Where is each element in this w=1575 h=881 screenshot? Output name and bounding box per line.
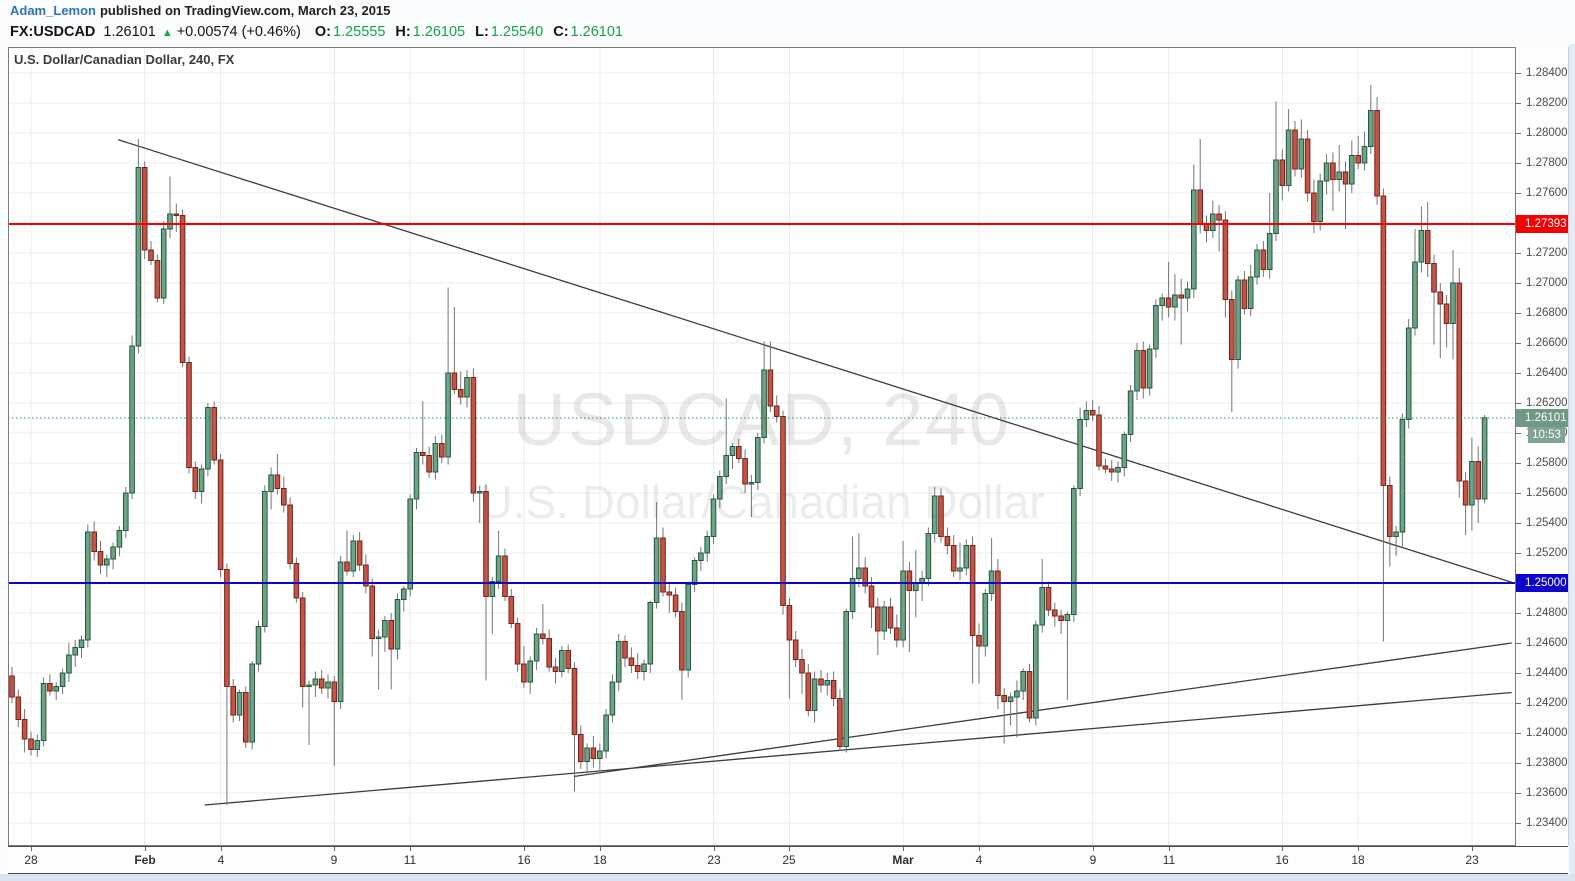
chart-plot-area[interactable]: U.S. Dollar/Canadian Dollar, 240, FX USD… bbox=[8, 47, 1516, 846]
x-axis-label: 18 bbox=[1351, 853, 1365, 867]
x-axis-tick bbox=[221, 847, 222, 851]
x-axis-tick bbox=[1472, 847, 1473, 851]
x-axis-label: 23 bbox=[1465, 853, 1479, 867]
ohlc-high-label: H: bbox=[395, 24, 411, 40]
up-triangle-icon: ▲ bbox=[161, 27, 173, 39]
x-axis-label: 23 bbox=[707, 853, 721, 867]
ohlc-low-value: 1.25540 bbox=[490, 24, 544, 40]
x-axis-label: 4 bbox=[217, 853, 225, 867]
x-axis-label: 11 bbox=[403, 853, 417, 867]
ohlc-open-value: 1.25555 bbox=[332, 24, 386, 40]
y-axis-label: 1.25400 bbox=[1516, 515, 1568, 531]
candlestick-canvas[interactable] bbox=[8, 47, 1516, 846]
y-axis-label: 1.28600 bbox=[1516, 47, 1568, 51]
y-axis-label: 1.23800 bbox=[1516, 755, 1568, 771]
time-axis[interactable]: 28 Feb 4 9 11 16 18 23 25 Mar 4 9 11 16 18 23 bbox=[8, 846, 1568, 874]
price-change: +0.00574 (+0.46%) bbox=[176, 24, 301, 40]
x-axis-tick bbox=[31, 847, 32, 851]
y-axis-label: 1.24200 bbox=[1516, 695, 1568, 711]
x-axis-label: Mar bbox=[892, 853, 914, 867]
last-price-tag: 1.26101 bbox=[1516, 408, 1568, 427]
y-axis-label: 1.26600 bbox=[1516, 335, 1568, 351]
x-axis-tick bbox=[1358, 847, 1359, 851]
x-axis-label: 16 bbox=[1275, 853, 1289, 867]
x-axis-label: 4 bbox=[975, 853, 983, 867]
y-axis-label: 1.24600 bbox=[1516, 635, 1568, 651]
y-axis-label: 1.26800 bbox=[1516, 305, 1568, 321]
y-axis-label: 1.28200 bbox=[1516, 95, 1568, 111]
support-price-tag: 1.25000 bbox=[1516, 574, 1568, 593]
ohlc-high-value: 1.26105 bbox=[412, 24, 466, 40]
y-axis-label: 1.25200 bbox=[1516, 545, 1568, 561]
y-axis-label: 1.23600 bbox=[1516, 785, 1568, 801]
x-axis-tick bbox=[1282, 847, 1283, 851]
ohlc-close-label: C: bbox=[553, 24, 569, 40]
x-axis-tick bbox=[145, 847, 146, 851]
x-axis-tick bbox=[903, 847, 904, 851]
y-axis-label: 1.27800 bbox=[1516, 155, 1568, 171]
bar-countdown-tag: 10:53 bbox=[1528, 426, 1565, 443]
quote-bar: FX:USDCAD 1.26101 ▲ +0.00574 (+0.46%) O: 1.25… bbox=[10, 24, 633, 40]
y-axis-label: 1.26200 bbox=[1516, 395, 1568, 411]
y-axis-label: 1.28000 bbox=[1516, 125, 1568, 141]
x-axis-tick bbox=[714, 847, 715, 851]
x-axis-tick bbox=[1093, 847, 1094, 851]
y-axis-label: 1.25800 bbox=[1516, 455, 1568, 471]
ohlc-open-label: O: bbox=[314, 24, 331, 40]
y-axis-label: 1.25600 bbox=[1516, 485, 1568, 501]
last-price: 1.26101 bbox=[103, 24, 156, 40]
ohlc-low-label: L: bbox=[475, 24, 489, 40]
resistance-price-tag: 1.27393 bbox=[1516, 215, 1568, 234]
y-axis-label: 1.26400 bbox=[1516, 365, 1568, 381]
chart-legend[interactable]: U.S. Dollar/Canadian Dollar, 240, FX bbox=[14, 52, 235, 67]
y-axis-label: 1.28400 bbox=[1516, 65, 1568, 81]
x-axis-tick bbox=[1169, 847, 1170, 851]
y-axis-label: 1.24000 bbox=[1516, 725, 1568, 741]
x-axis-label: 9 bbox=[330, 853, 338, 867]
candlestick-series bbox=[9, 85, 1488, 805]
x-axis-tick bbox=[979, 847, 980, 851]
x-axis-label: 9 bbox=[1089, 853, 1097, 867]
y-axis-label: 1.23400 bbox=[1516, 815, 1568, 831]
x-axis-label: 28 bbox=[24, 853, 38, 867]
y-axis-label: 1.27200 bbox=[1516, 245, 1568, 261]
byline-text: published on TradingView.com, March 23, … bbox=[99, 3, 391, 18]
y-axis-label: 1.27000 bbox=[1516, 275, 1568, 291]
x-axis-label: 16 bbox=[517, 853, 531, 867]
ohlc-close-value: 1.26101 bbox=[570, 24, 623, 40]
x-axis-tick bbox=[524, 847, 525, 851]
author-link[interactable]: Adam_Lemon bbox=[10, 3, 96, 18]
x-axis-label: 25 bbox=[782, 853, 796, 867]
x-axis-label: 18 bbox=[593, 853, 607, 867]
page-margin-bottom bbox=[0, 874, 1575, 881]
y-axis-label: 1.24800 bbox=[1516, 605, 1568, 621]
x-axis-tick bbox=[789, 847, 790, 851]
x-axis-tick bbox=[600, 847, 601, 851]
y-axis-label: 1.24400 bbox=[1516, 665, 1568, 681]
ohlc-readout: O: 1.25555 H: 1.26105 L: 1.25540 C: 1.26101 bbox=[315, 24, 633, 40]
byline: Adam_Lemon published on TradingView.com, … bbox=[10, 3, 390, 18]
x-axis-label: Feb bbox=[134, 853, 156, 867]
x-axis-tick bbox=[410, 847, 411, 851]
price-axis[interactable]: 1.28600 1.28400 1.28200 1.28000 1.27800 1.276… bbox=[1516, 47, 1569, 846]
y-axis-label: 1.27600 bbox=[1516, 185, 1568, 201]
symbol-label: FX:USDCAD bbox=[10, 24, 96, 40]
page-margin-right bbox=[1569, 44, 1575, 874]
x-axis-label: 11 bbox=[1162, 853, 1176, 867]
x-axis-tick bbox=[334, 847, 335, 851]
